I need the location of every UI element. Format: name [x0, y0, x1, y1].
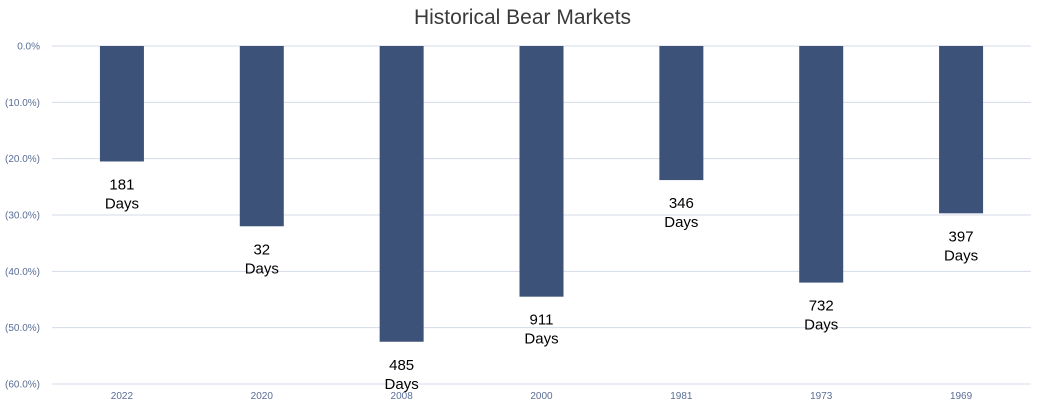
data-label: 181: [109, 176, 134, 193]
bar-2020: [239, 46, 284, 227]
data-label: 732: [809, 298, 834, 315]
x-axis-ticks: 2022 2020 2008 2000 1981 1973 1969: [111, 391, 973, 402]
data-label: Days: [105, 195, 139, 212]
x-tick-label: 2008: [391, 391, 414, 402]
y-tick-label: 0.0%: [17, 42, 40, 53]
data-label: Days: [524, 331, 558, 348]
y-tick-label: (40.0%): [5, 267, 40, 278]
y-tick-label: (50.0%): [5, 323, 40, 334]
data-label: Days: [944, 247, 978, 264]
bar-2022: [99, 46, 144, 162]
chart-title: Historical Bear Markets: [413, 6, 632, 29]
x-tick-label: 1981: [670, 391, 693, 402]
bar-1973: [799, 46, 844, 283]
data-label: 485: [389, 357, 414, 374]
x-tick-label: 2020: [251, 391, 274, 402]
y-axis-ticks: 0.0% (10.0%) (20.0%) (30.0%) (40.0%) (50.0%) (…: [5, 42, 40, 391]
data-label: Days: [245, 260, 279, 277]
x-tick-label: 1969: [950, 391, 973, 402]
bar-2000: [519, 46, 564, 297]
bar-2008: [379, 46, 424, 342]
y-tick-label: (60.0%): [5, 380, 40, 391]
data-label: Days: [804, 317, 838, 334]
y-tick-label: (20.0%): [5, 154, 40, 165]
x-tick-label: 1973: [810, 391, 833, 402]
bars: [99, 46, 984, 342]
data-label: Days: [664, 214, 698, 231]
data-labels: 181 Days 32 Days 485 Days 911 Days 346 Days 732 Day…: [105, 176, 978, 392]
data-label: 346: [669, 195, 694, 212]
y-tick-label: (10.0%): [5, 98, 40, 109]
x-tick-label: 2022: [111, 391, 134, 402]
bar-1969: [939, 46, 984, 214]
y-tick-label: (30.0%): [5, 211, 40, 222]
x-tick-label: 2000: [530, 391, 553, 402]
data-label: 32: [253, 241, 270, 258]
data-label: 397: [949, 228, 974, 245]
data-label: 911: [530, 312, 554, 329]
bar-1981: [659, 46, 704, 181]
data-label: Days: [385, 376, 419, 393]
